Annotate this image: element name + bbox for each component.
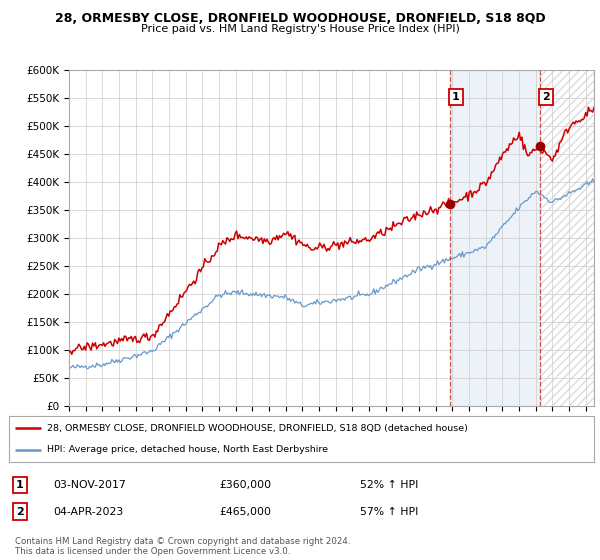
Bar [540,70,594,406]
Text: HPI: Average price, detached house, North East Derbyshire: HPI: Average price, detached house, Nort… [47,445,328,454]
Text: 1: 1 [16,480,24,490]
Bar [449,70,540,406]
Text: 52% ↑ HPI: 52% ↑ HPI [360,480,418,490]
Text: Price paid vs. HM Land Registry's House Price Index (HPI): Price paid vs. HM Land Registry's House … [140,24,460,34]
Text: £465,000: £465,000 [220,507,272,516]
Text: £360,000: £360,000 [220,480,272,490]
Text: 28, ORMESBY CLOSE, DRONFIELD WOODHOUSE, DRONFIELD, S18 8QD: 28, ORMESBY CLOSE, DRONFIELD WOODHOUSE, … [55,12,545,25]
Text: 04-APR-2023: 04-APR-2023 [53,507,123,516]
Text: 1: 1 [452,92,460,102]
Bar [540,70,594,406]
Text: Contains HM Land Registry data © Crown copyright and database right 2024.
This d: Contains HM Land Registry data © Crown c… [15,536,350,556]
Text: 2: 2 [16,507,24,516]
Text: 2: 2 [542,92,550,102]
Text: 03-NOV-2017: 03-NOV-2017 [53,480,125,490]
Text: 28, ORMESBY CLOSE, DRONFIELD WOODHOUSE, DRONFIELD, S18 8QD (detached house): 28, ORMESBY CLOSE, DRONFIELD WOODHOUSE, … [47,424,468,433]
Text: 57% ↑ HPI: 57% ↑ HPI [360,507,418,516]
